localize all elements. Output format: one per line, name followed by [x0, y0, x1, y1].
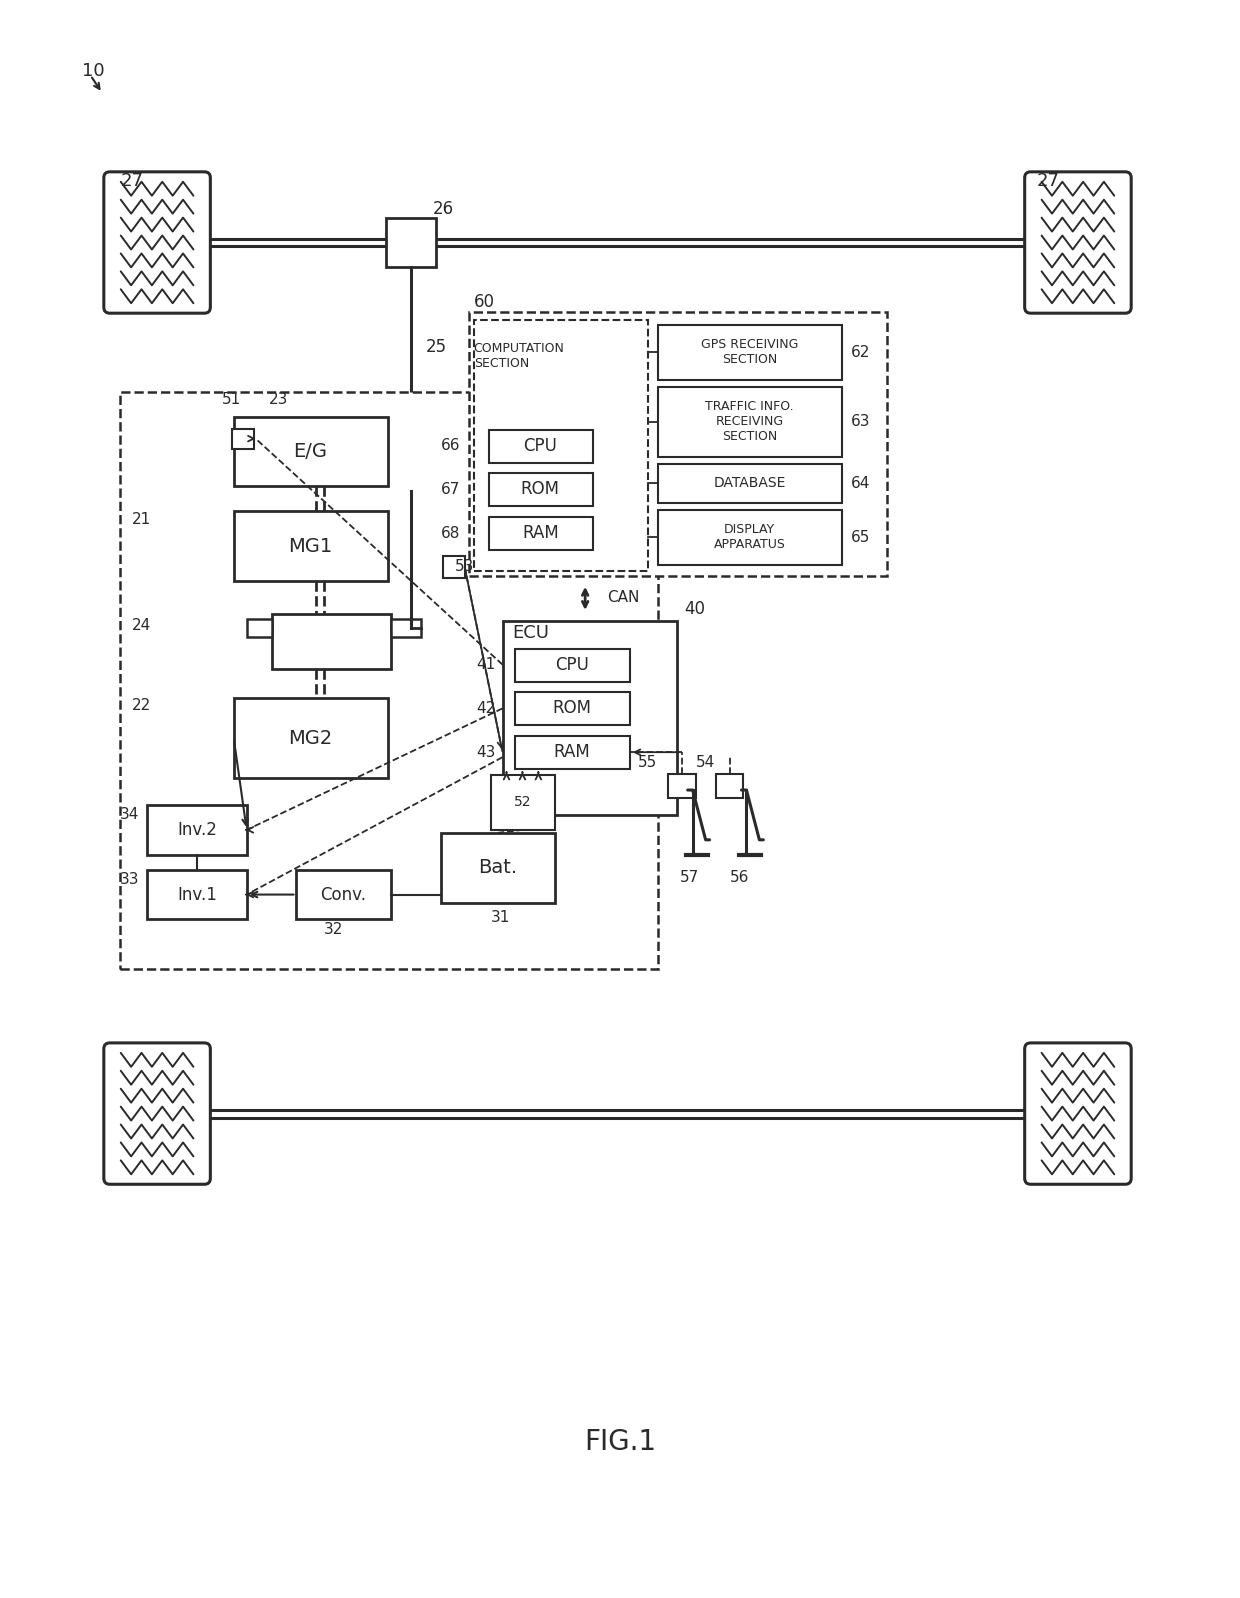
Text: 40: 40	[684, 599, 706, 618]
Bar	[232, 428, 254, 449]
FancyBboxPatch shape	[1024, 1043, 1131, 1184]
Text: DISPLAY
APPARATUS: DISPLAY APPARATUS	[713, 523, 785, 551]
Bar	[658, 510, 842, 566]
Bar	[440, 833, 556, 903]
Text: MG2: MG2	[288, 729, 332, 748]
Text: 21: 21	[133, 511, 151, 527]
Text: FIG.1: FIG.1	[584, 1429, 656, 1456]
Bar	[469, 312, 887, 575]
Bar	[516, 649, 630, 681]
Bar	[391, 618, 420, 636]
Bar	[233, 511, 388, 582]
Bar	[668, 773, 696, 797]
Text: ROM: ROM	[521, 481, 559, 499]
Text: 51: 51	[222, 392, 241, 407]
Bar	[489, 473, 593, 507]
Bar	[386, 217, 435, 267]
Text: 55: 55	[639, 754, 657, 770]
Text: 26: 26	[433, 200, 454, 217]
FancyBboxPatch shape	[104, 173, 211, 313]
Text: 34: 34	[120, 807, 140, 823]
FancyBboxPatch shape	[1024, 173, 1131, 313]
Text: 56: 56	[730, 871, 749, 885]
Bar	[516, 692, 630, 725]
Text: 52: 52	[513, 794, 531, 809]
Text: TRAFFIC INFO.
RECEIVING
SECTION: TRAFFIC INFO. RECEIVING SECTION	[706, 400, 794, 443]
Text: 67: 67	[441, 483, 461, 497]
Text: RAM: RAM	[522, 524, 559, 542]
Text: GPS RECEIVING
SECTION: GPS RECEIVING SECTION	[701, 339, 799, 366]
Text: 23: 23	[269, 392, 288, 407]
Text: DATABASE: DATABASE	[713, 476, 786, 491]
Bar	[233, 698, 388, 778]
Bar	[148, 869, 247, 919]
Bar	[658, 463, 842, 503]
Text: 33: 33	[120, 873, 140, 887]
Bar	[658, 324, 842, 380]
Text: 24: 24	[133, 618, 151, 633]
Bar	[272, 614, 391, 668]
Text: 68: 68	[441, 526, 461, 540]
Text: RAM: RAM	[554, 743, 590, 761]
Bar	[502, 620, 677, 815]
Bar	[120, 392, 658, 970]
Text: CPU: CPU	[556, 655, 589, 674]
Text: 43: 43	[476, 745, 496, 759]
Text: 62: 62	[851, 345, 870, 360]
Text: 31: 31	[491, 909, 510, 925]
Text: COMPUTATION
SECTION: COMPUTATION SECTION	[474, 342, 564, 371]
Text: ECU: ECU	[512, 623, 549, 642]
Text: Inv.2: Inv.2	[177, 821, 217, 839]
Bar	[148, 805, 247, 855]
Text: 42: 42	[476, 702, 496, 716]
Bar	[715, 773, 744, 797]
Bar	[658, 387, 842, 457]
Bar	[491, 775, 556, 829]
Bar	[474, 320, 647, 570]
Text: 65: 65	[851, 529, 870, 545]
Text: 57: 57	[680, 871, 699, 885]
Bar	[247, 618, 272, 636]
Text: 41: 41	[476, 657, 496, 673]
Text: 64: 64	[851, 476, 870, 491]
FancyBboxPatch shape	[104, 1043, 211, 1184]
Text: 27: 27	[120, 171, 144, 190]
Text: 22: 22	[133, 698, 151, 713]
Bar	[443, 556, 465, 578]
Bar	[489, 430, 593, 462]
Bar	[296, 869, 391, 919]
Text: Bat.: Bat.	[477, 858, 517, 877]
Text: Conv.: Conv.	[320, 885, 366, 903]
Text: ROM: ROM	[553, 700, 591, 718]
Text: 25: 25	[425, 339, 446, 356]
Text: Inv.1: Inv.1	[177, 885, 217, 903]
Text: 54: 54	[696, 754, 715, 770]
Bar	[489, 518, 593, 550]
Text: 66: 66	[441, 438, 461, 454]
Text: 60: 60	[474, 294, 495, 312]
Text: E/G: E/G	[294, 443, 327, 462]
Text: 10: 10	[82, 62, 105, 80]
Text: CAN: CAN	[608, 590, 640, 606]
Text: 32: 32	[324, 922, 343, 936]
Text: 63: 63	[851, 414, 870, 430]
Text: 27: 27	[1037, 171, 1059, 190]
Bar	[233, 417, 388, 486]
Text: 53: 53	[455, 559, 474, 574]
Text: MG1: MG1	[288, 537, 332, 556]
Text: CPU: CPU	[523, 436, 557, 454]
Bar	[516, 737, 630, 769]
